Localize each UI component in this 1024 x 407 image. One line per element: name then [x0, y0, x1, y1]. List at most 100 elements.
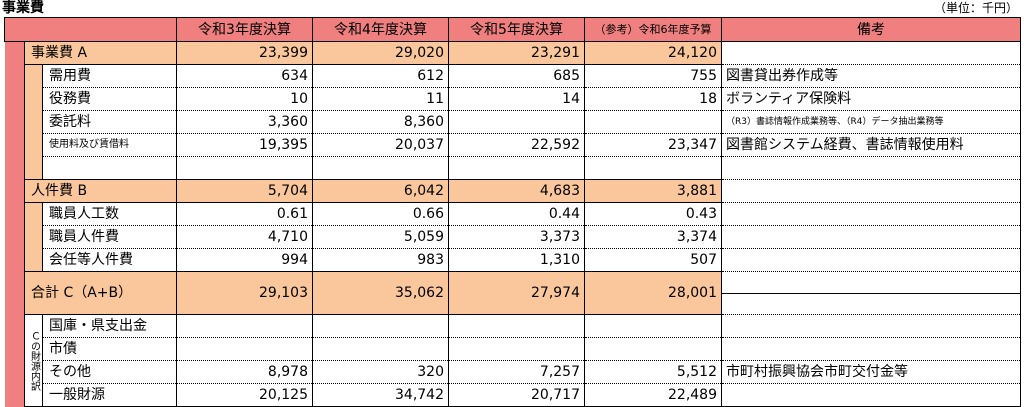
item-remarks: 図書館システム経費、書誌情報使用料	[721, 133, 1021, 157]
item-r4: 0.66	[312, 202, 449, 226]
header-row: 令和3年度決算 令和4年度決算 令和5年度決算 （参考）令和6年度予算 備考	[4, 17, 1021, 42]
item-remarks: （R3）書誌情報作成業務等、（R4）データ抽出業務等	[721, 110, 1021, 134]
item-r6	[584, 110, 722, 134]
expense-table: 令和3年度決算 令和4年度決算 令和5年度決算 （参考）令和6年度予算 備考 事…	[4, 17, 1021, 407]
table-row	[5, 156, 1021, 180]
item-r5: 1,310	[448, 248, 585, 272]
item-r6	[584, 314, 722, 338]
item-remarks: ボランティア保険料	[721, 87, 1021, 111]
item-r4: 11	[312, 87, 449, 111]
item-remarks	[721, 248, 1021, 272]
item-r3: 634	[176, 64, 313, 88]
table-row: 市債	[5, 337, 1021, 361]
jigyohi-remarks	[721, 41, 1021, 65]
header-r4: 令和4年度決算	[312, 17, 449, 42]
jinkenhi-row: 人件費 B 5,704 6,042 4,683 3,881	[5, 179, 1021, 203]
table-row: 一般財源 20,125 34,742 20,717 22,489	[5, 383, 1021, 407]
item-label: 役務費	[42, 87, 177, 111]
header-remarks: 備考	[721, 17, 1021, 42]
item-r3: 10	[176, 87, 313, 111]
item-remarks	[721, 314, 1021, 338]
jigyohi-r4: 29,020	[312, 41, 449, 65]
jigyohi-label: 事業費 A	[24, 41, 177, 65]
item-label: その他	[42, 360, 177, 384]
item-r5: 7,257	[448, 360, 585, 384]
item-r3: 19,395	[176, 133, 313, 157]
item-remarks	[721, 202, 1021, 226]
item-label	[42, 156, 177, 180]
item-r6: 507	[584, 248, 722, 272]
item-remarks	[721, 225, 1021, 249]
item-r4	[312, 314, 449, 338]
jigyohi-r6: 24,120	[584, 41, 722, 65]
item-label: 職員人工数	[42, 202, 177, 226]
table-row: 職員人件費 4,710 5,059 3,373 3,374	[5, 225, 1021, 249]
item-r3	[176, 337, 313, 361]
item-r6: 23,347	[584, 133, 722, 157]
total-r3: 29,103	[176, 271, 313, 315]
jinkenhi-indent	[24, 202, 43, 272]
header-r6: （参考）令和6年度予算	[584, 17, 722, 42]
item-r3: 994	[176, 248, 313, 272]
item-r4	[312, 337, 449, 361]
jinkenhi-r5: 4,683	[448, 179, 585, 203]
item-r6: 3,374	[584, 225, 722, 249]
table-row: 会任等人件費 994 983 1,310 507	[5, 248, 1021, 272]
page-title: 事業費	[2, 0, 44, 16]
table-row: 使用料及び賃借料 19,395 20,037 22,592 23,347 図書館…	[5, 133, 1021, 157]
header-r5: 令和5年度決算	[448, 17, 585, 42]
item-r6: 755	[584, 64, 722, 88]
header-r3: 令和3年度決算	[176, 17, 313, 42]
item-r4: 5,059	[312, 225, 449, 249]
jinkenhi-remarks	[721, 179, 1021, 203]
item-r4: 20,037	[312, 133, 449, 157]
item-r5	[448, 337, 585, 361]
item-r4: 34,742	[312, 383, 449, 407]
item-r5	[448, 110, 585, 134]
item-r4: 983	[312, 248, 449, 272]
table-row: 需用費 634 612 685 755 図書貸出券作成等	[5, 64, 1021, 180]
item-label: 国庫・県支出金	[42, 314, 177, 338]
jigyohi-r3: 23,399	[176, 41, 313, 65]
item-remarks: 市町村振興協会市町交付金等	[721, 360, 1021, 384]
item-r5: 0.44	[448, 202, 585, 226]
item-r3: 0.61	[176, 202, 313, 226]
item-r3: 20,125	[176, 383, 313, 407]
item-r3	[176, 314, 313, 338]
item-r5: 22,592	[448, 133, 585, 157]
total-remarks	[721, 271, 1021, 315]
item-r5	[448, 314, 585, 338]
jigyohi-indent	[24, 64, 43, 180]
zaigen-label: Ｃの財源内訳	[24, 314, 43, 407]
item-r5: 20,717	[448, 383, 585, 407]
item-r4	[312, 156, 449, 180]
total-r5: 27,974	[448, 271, 585, 315]
item-r3: 4,710	[176, 225, 313, 249]
item-r3: 8,978	[176, 360, 313, 384]
jigyohi-row: 事業費 A 23,399 29,020 23,291 24,120	[4, 41, 1021, 407]
jinkenhi-r6: 3,881	[584, 179, 722, 203]
item-r5	[448, 156, 585, 180]
total-r4: 35,062	[312, 271, 449, 315]
total-row: 合計 C（A+B） 29,103 35,062 27,974 28,001	[5, 271, 1021, 315]
table-row: その他 8,978 320 7,257 5,512 市町村振興協会市町交付金等	[5, 360, 1021, 384]
item-r5: 14	[448, 87, 585, 111]
item-r6	[584, 337, 722, 361]
item-r6: 5,512	[584, 360, 722, 384]
item-label: 会任等人件費	[42, 248, 177, 272]
item-remarks	[721, 383, 1021, 407]
item-label: 使用料及び賃借料	[42, 133, 177, 157]
item-r6: 22,489	[584, 383, 722, 407]
item-r6	[584, 156, 722, 180]
item-r5: 3,373	[448, 225, 585, 249]
unit-label: （単位：千円）	[933, 1, 1018, 15]
item-r4: 320	[312, 360, 449, 384]
item-label: 委託料	[42, 110, 177, 134]
item-r6: 18	[584, 87, 722, 111]
total-label: 合計 C（A+B）	[24, 271, 177, 315]
left-band	[4, 41, 25, 407]
item-r3: 3,360	[176, 110, 313, 134]
table-row: 役務費 10 11 14 18 ボランティア保険料	[5, 87, 1021, 111]
item-remarks: 図書貸出券作成等	[721, 64, 1021, 88]
item-label: 市債	[42, 337, 177, 361]
